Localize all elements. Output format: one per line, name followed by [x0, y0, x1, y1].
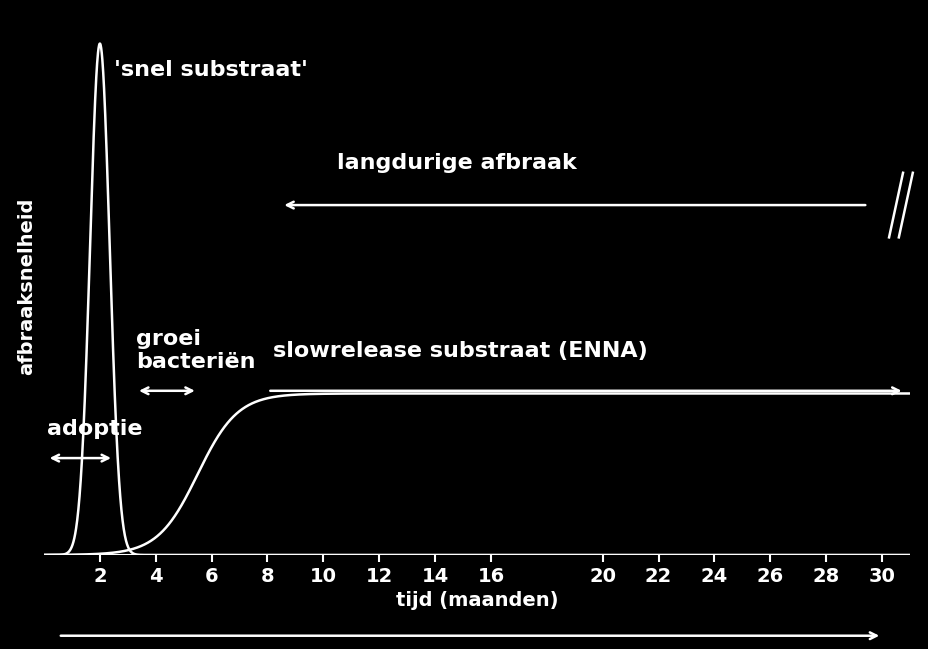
Text: slowrelease substraat (ENNA): slowrelease substraat (ENNA)	[273, 341, 647, 361]
Text: groei
bacteriën: groei bacteriën	[136, 329, 255, 372]
Text: 'snel substraat': 'snel substraat'	[114, 60, 307, 80]
X-axis label: tijd (maanden): tijd (maanden)	[395, 591, 558, 610]
Text: langdurige afbraak: langdurige afbraak	[337, 153, 576, 173]
Text: adoptie: adoptie	[46, 419, 142, 439]
Y-axis label: afbraaksnelheid: afbraaksnelheid	[17, 197, 35, 374]
